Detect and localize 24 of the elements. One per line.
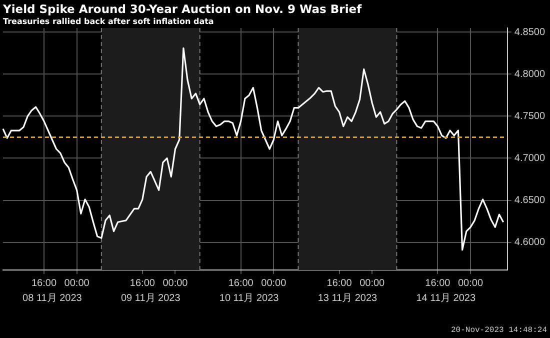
x-tick-label: 00:00	[458, 278, 484, 289]
x-tick-label: 00:00	[162, 278, 188, 289]
text: 13 11月 2023	[318, 292, 378, 305]
text: 10 11月 2023	[219, 292, 279, 305]
text: 20-Nov-2023 14:48:24	[450, 326, 547, 335]
x-tick-label: 00:00	[360, 278, 386, 289]
y-tick-label: 4.6500	[514, 195, 546, 206]
chart-title: Yield Spike Around 30-Year Auction on Nov. 9 Was Brief	[3, 2, 362, 16]
x-tick-label: 16:00	[130, 278, 156, 289]
chart-subtitle: Treasuries rallied back after soft inflation data	[3, 17, 214, 26]
text: 09 11月 2023	[120, 292, 180, 305]
text: 08 11月 2023	[22, 292, 82, 305]
x-tick-label: 16:00	[31, 278, 57, 289]
x-tick-label: 16:00	[228, 278, 254, 289]
x-tick-label: 16:00	[425, 278, 451, 289]
x-tick-label: 16:00	[326, 278, 352, 289]
y-tick-label: 4.8500	[514, 26, 546, 38]
text: 14 11月 2023	[416, 292, 476, 305]
x-tick-label: 00:00	[261, 278, 287, 289]
y-tick-label: 4.8000	[514, 68, 546, 80]
y-tick-label: 4.7500	[514, 110, 546, 122]
y-tick-label: 4.6000	[514, 237, 546, 248]
y-tick-label: 4.7000	[514, 152, 546, 164]
x-tick-label: 00:00	[64, 278, 90, 289]
